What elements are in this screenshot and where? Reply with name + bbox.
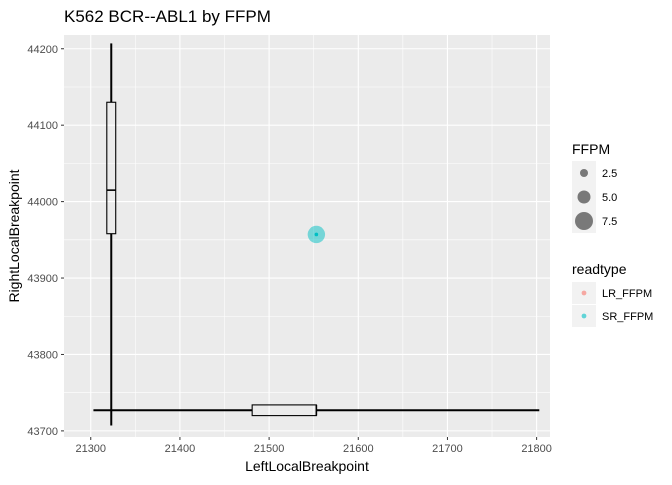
- color-legend-key: [581, 290, 587, 296]
- color-legend-label: LR_FFPM: [602, 288, 652, 300]
- y-tick-label: 44100: [27, 120, 58, 132]
- size-legend-key: [580, 169, 588, 177]
- y-axis-ticks: 43700 43800 43900 44000 44100 44200: [27, 44, 64, 438]
- size-legend-key: [575, 212, 593, 230]
- color-legend-key: [581, 313, 587, 319]
- color-legend-title: readtype: [572, 261, 627, 277]
- x-axis-label: LeftLocalBreakpoint: [245, 458, 369, 474]
- x-tick-label: 21700: [432, 443, 463, 455]
- y-tick-label: 44200: [27, 44, 58, 56]
- point-layer: [307, 225, 326, 244]
- vertical-boxplot-box: [106, 101, 117, 235]
- y-tick-label: 43900: [27, 273, 58, 285]
- y-tick-label: 43800: [27, 349, 58, 361]
- data-point-center: [314, 232, 319, 237]
- size-legend-title: FFPM: [572, 141, 610, 157]
- x-tick-label: 21500: [254, 443, 285, 455]
- y-tick-label: 43700: [27, 426, 58, 438]
- chart-title: K562 BCR--ABL1 by FFPM: [64, 7, 271, 26]
- boxplot-layer: [93, 43, 540, 426]
- x-axis-ticks: 21300 21400 21500 21600 21700 21800: [75, 437, 552, 455]
- size-legend-label: 2.5: [602, 168, 617, 180]
- size-legend-label: 5.0: [602, 192, 617, 204]
- size-legend-label: 7.5: [602, 216, 617, 228]
- x-tick-label: 21400: [165, 443, 196, 455]
- x-tick-label: 21300: [75, 443, 106, 455]
- x-tick-label: 21600: [343, 443, 374, 455]
- size-legend-keys: 2.5 5.0 7.5: [572, 161, 617, 233]
- readtype-color-legend: readtype LR_FFPM SR_FFPM: [572, 261, 653, 327]
- y-tick-label: 44000: [27, 197, 58, 209]
- size-legend-key: [577, 190, 591, 204]
- plot-panel: [64, 35, 550, 437]
- x-tick-label: 21800: [521, 443, 552, 455]
- y-axis-label: RightLocalBreakpoint: [6, 169, 22, 302]
- grid-layer: [64, 35, 550, 437]
- ffpm-size-legend: FFPM 2.5 5.0 7.5: [572, 141, 617, 233]
- color-legend-keys: LR_FFPM SR_FFPM: [572, 282, 653, 327]
- color-legend-label: SR_FFPM: [602, 311, 653, 323]
